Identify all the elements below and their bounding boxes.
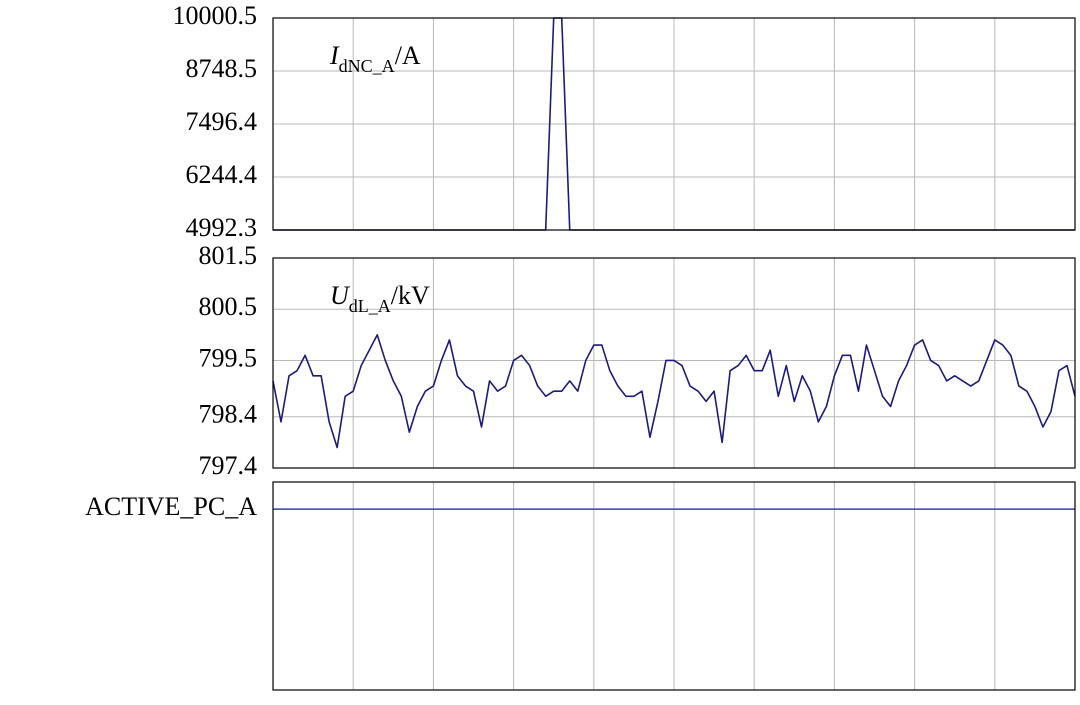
- panel-title: UdL_A/kV: [330, 281, 430, 316]
- panel-frame: [272, 17, 1076, 231]
- panel: 797.4 798.4 799.5 800.5 801.5 UdL_A/kV: [199, 241, 1076, 480]
- y-tick-label: 798.4: [199, 400, 258, 429]
- title-symbol: I: [329, 41, 340, 70]
- y-tick-label: 797.4: [199, 451, 258, 480]
- y-tick-label: 6244.4: [186, 160, 258, 189]
- data-line: [272, 334, 1076, 449]
- y-tick-label: 8748.5: [186, 54, 258, 83]
- y-tick-label: 801.5: [199, 241, 258, 270]
- y-tick-label: 799.5: [199, 343, 258, 372]
- title-symbol: U: [330, 281, 351, 310]
- y-axis-label: ACTIVE_PC_A: [85, 492, 257, 521]
- title-subscript: dNC_A: [339, 56, 395, 76]
- title-unit: /A: [395, 41, 421, 70]
- y-tick-label: 10000.5: [173, 1, 258, 30]
- panel: ACTIVE_PC_A: [85, 481, 1076, 691]
- y-tick-label: 7496.4: [186, 107, 258, 136]
- panel: 4992.3 6244.4 7496.4 8748.5 10000.5 IdNC_A/A: [173, 1, 1076, 242]
- panel-title: IdNC_A/A: [329, 41, 421, 76]
- title-subscript: dL_A: [349, 296, 391, 316]
- y-tick-label: 800.5: [199, 292, 258, 321]
- panel-frame: [272, 257, 1076, 469]
- panel-frame: [272, 481, 1076, 691]
- y-tick-label: 4992.3: [186, 213, 258, 242]
- title-unit: /kV: [391, 281, 430, 310]
